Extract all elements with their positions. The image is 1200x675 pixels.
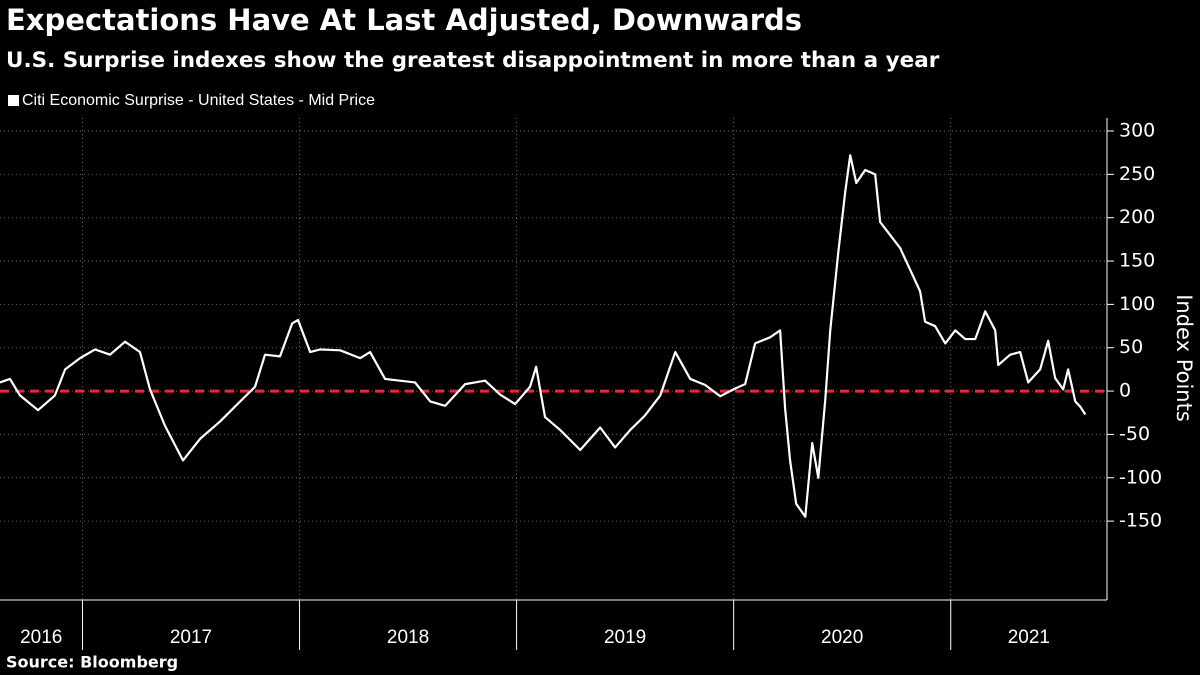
source: Source: Bloomberg [6, 653, 178, 672]
y-tick-label: -150 [1119, 510, 1162, 532]
chart-subtitle: U.S. Surprise indexes show the greatest … [6, 48, 940, 73]
y-tick-label: 150 [1119, 250, 1155, 272]
line-series [0, 154, 1087, 518]
x-tick-label: 2018 [387, 627, 429, 648]
x-tick-label: 2016 [20, 627, 62, 648]
y-tick-label: 50 [1119, 336, 1143, 358]
chart-title: Expectations Have At Last Adjusted, Down… [6, 3, 802, 37]
x-tick-label: 2019 [604, 627, 646, 648]
y-tick-label: 300 [1119, 120, 1155, 142]
y-tick-label: -100 [1119, 466, 1162, 488]
y-tick-label: -50 [1119, 423, 1150, 445]
y-tick-label: 250 [1119, 163, 1155, 185]
x-tick-label: 2021 [1008, 627, 1050, 648]
legend-label: Citi Economic Surprise - United States -… [22, 92, 375, 109]
x-tick-label: 2020 [821, 627, 863, 648]
y-tick-label: 200 [1119, 206, 1155, 228]
y-tick-label: 100 [1119, 293, 1155, 315]
x-tick-label: 2017 [170, 627, 212, 648]
legend-swatch [8, 95, 19, 106]
y-tick-label: 0 [1119, 380, 1131, 402]
y-axis-label: Index Points [1172, 294, 1196, 422]
